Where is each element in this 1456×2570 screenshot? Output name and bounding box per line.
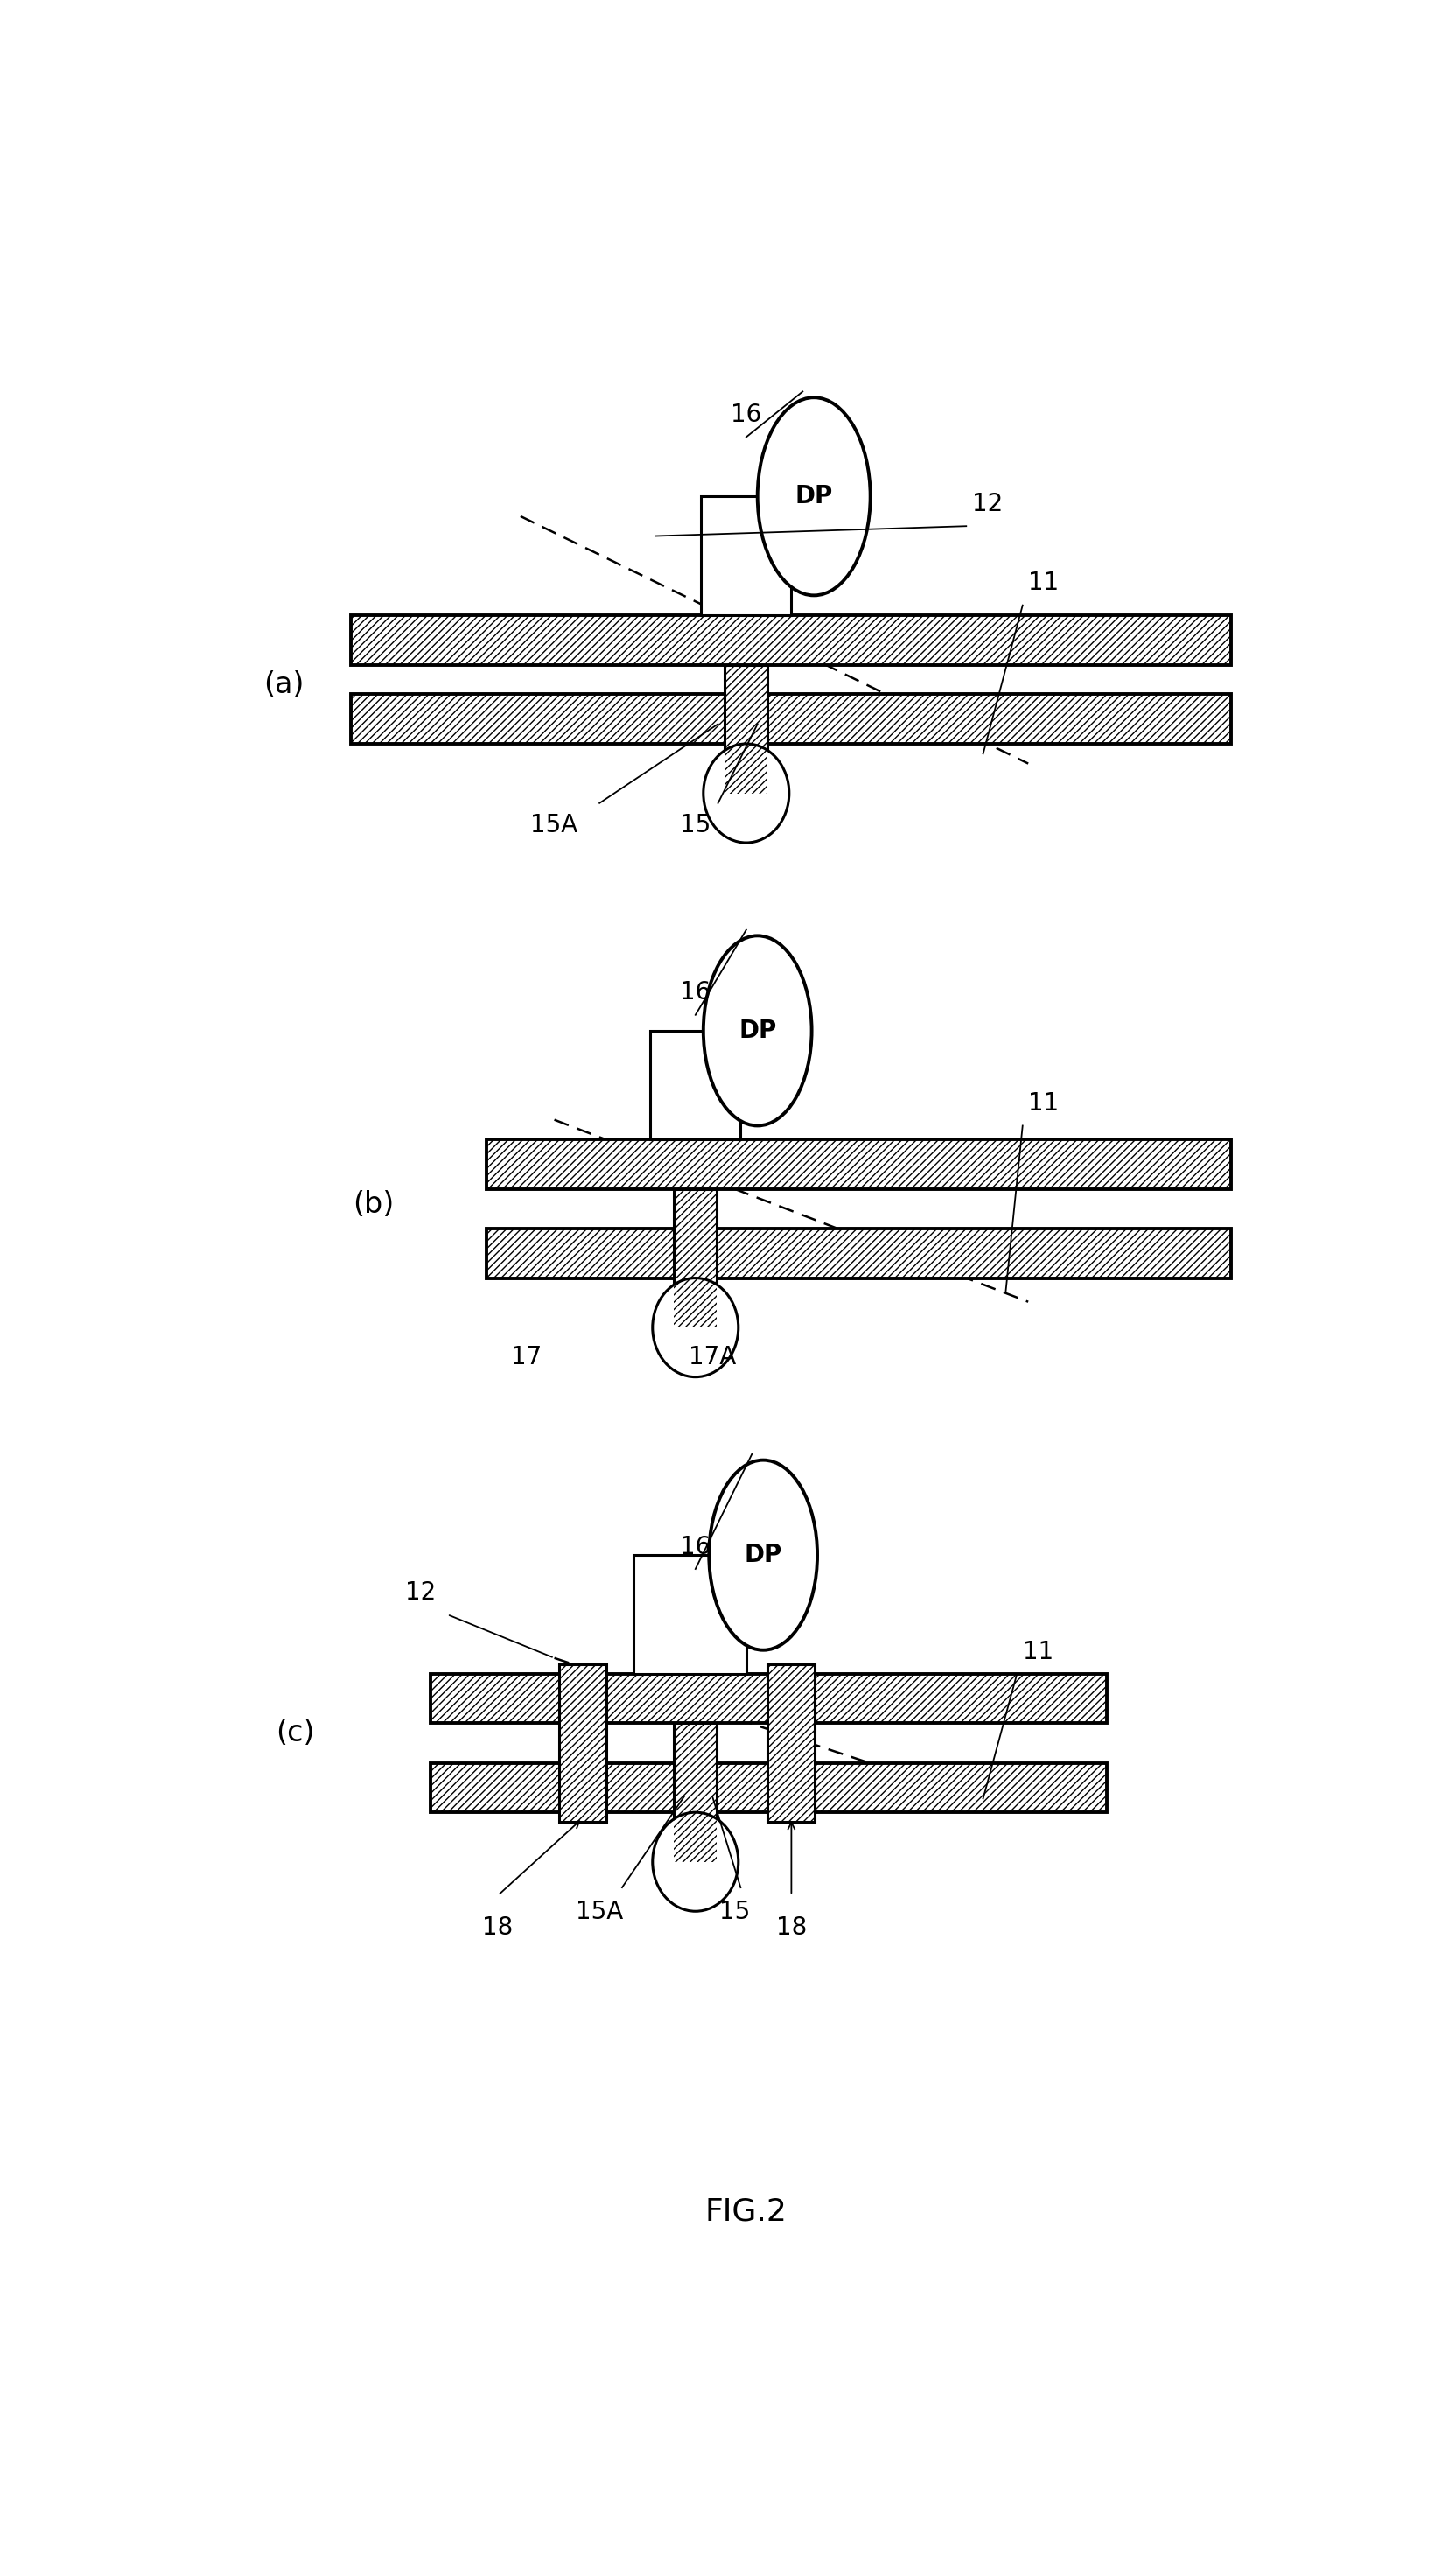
Text: DP: DP <box>795 483 833 509</box>
Text: 11: 11 <box>1028 571 1059 596</box>
Text: 15: 15 <box>680 812 711 838</box>
Bar <box>431 1673 1108 1724</box>
Bar <box>431 1763 1108 1812</box>
Text: 11: 11 <box>1028 1092 1059 1115</box>
Ellipse shape <box>652 1277 738 1378</box>
Bar <box>351 614 1232 666</box>
Bar <box>767 1663 815 1822</box>
Text: 18: 18 <box>776 1915 807 1940</box>
Bar <box>351 694 1232 743</box>
Text: 16: 16 <box>680 982 711 1005</box>
Circle shape <box>757 398 871 596</box>
Text: 16: 16 <box>680 1534 711 1560</box>
Circle shape <box>709 1460 817 1650</box>
Bar <box>351 614 1232 666</box>
Text: 16: 16 <box>731 403 761 427</box>
Bar <box>486 1139 1232 1190</box>
Bar <box>559 1663 606 1822</box>
Text: 17A: 17A <box>689 1344 737 1370</box>
Text: (c): (c) <box>275 1719 314 1748</box>
Text: (a): (a) <box>264 671 304 699</box>
Text: 12: 12 <box>405 1581 435 1604</box>
Text: 12: 12 <box>973 491 1003 517</box>
Bar <box>674 1190 716 1329</box>
Bar <box>431 1763 1108 1812</box>
Bar <box>486 1228 1232 1277</box>
Ellipse shape <box>703 743 789 843</box>
Text: DP: DP <box>738 1018 776 1043</box>
Bar <box>633 1555 745 1673</box>
Text: 15: 15 <box>719 1899 750 1925</box>
Text: 15A: 15A <box>530 812 578 838</box>
Text: 15A: 15A <box>575 1899 623 1925</box>
Text: 18: 18 <box>482 1915 514 1940</box>
Bar <box>702 496 792 614</box>
Text: (b): (b) <box>354 1190 395 1218</box>
Circle shape <box>703 935 811 1126</box>
Text: 17: 17 <box>511 1344 542 1370</box>
Bar <box>486 1228 1232 1277</box>
Ellipse shape <box>652 1812 738 1912</box>
Bar <box>559 1663 606 1822</box>
Bar <box>351 694 1232 743</box>
Bar <box>767 1663 815 1822</box>
Bar <box>486 1139 1232 1190</box>
Bar <box>674 1190 716 1329</box>
Bar <box>725 666 767 794</box>
Bar <box>725 666 767 794</box>
Text: 11: 11 <box>1022 1640 1054 1663</box>
Bar <box>674 1724 716 1861</box>
Bar <box>651 1031 741 1139</box>
Text: DP: DP <box>744 1542 782 1568</box>
Bar <box>674 1724 716 1861</box>
Text: FIG.2: FIG.2 <box>705 2197 788 2228</box>
Bar <box>431 1673 1108 1724</box>
